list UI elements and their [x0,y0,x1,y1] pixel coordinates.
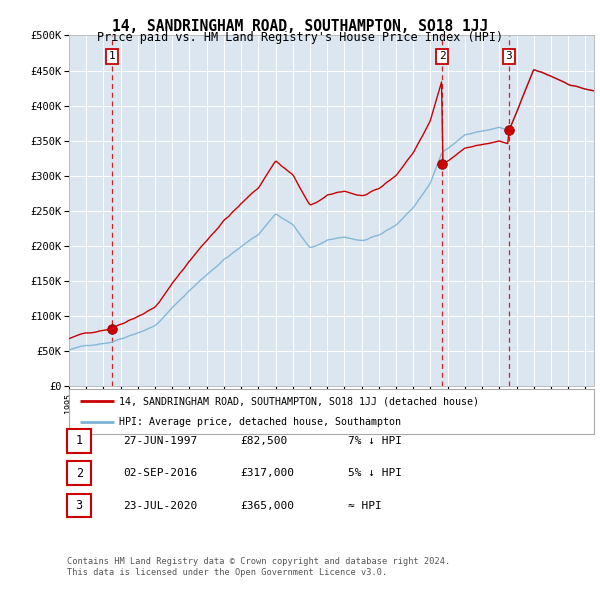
Text: 1: 1 [109,51,115,61]
Text: Contains HM Land Registry data © Crown copyright and database right 2024.: Contains HM Land Registry data © Crown c… [67,558,451,566]
Text: 14, SANDRINGHAM ROAD, SOUTHAMPTON, SO18 1JJ (detached house): 14, SANDRINGHAM ROAD, SOUTHAMPTON, SO18 … [119,396,479,407]
Text: 1: 1 [76,434,83,447]
Text: £365,000: £365,000 [240,501,294,510]
Text: £82,500: £82,500 [240,436,287,445]
Text: 27-JUN-1997: 27-JUN-1997 [123,436,197,445]
Text: £317,000: £317,000 [240,468,294,478]
Text: 2: 2 [439,51,445,61]
Text: This data is licensed under the Open Government Licence v3.0.: This data is licensed under the Open Gov… [67,568,388,577]
Text: 3: 3 [506,51,512,61]
Text: 02-SEP-2016: 02-SEP-2016 [123,468,197,478]
Text: ≈ HPI: ≈ HPI [348,501,382,510]
Text: 23-JUL-2020: 23-JUL-2020 [123,501,197,510]
Text: 3: 3 [76,499,83,512]
Text: 5% ↓ HPI: 5% ↓ HPI [348,468,402,478]
Text: HPI: Average price, detached house, Southampton: HPI: Average price, detached house, Sout… [119,417,401,427]
Text: 7% ↓ HPI: 7% ↓ HPI [348,436,402,445]
Text: Price paid vs. HM Land Registry's House Price Index (HPI): Price paid vs. HM Land Registry's House … [97,31,503,44]
Text: 14, SANDRINGHAM ROAD, SOUTHAMPTON, SO18 1JJ: 14, SANDRINGHAM ROAD, SOUTHAMPTON, SO18 … [112,19,488,34]
Text: 2: 2 [76,467,83,480]
